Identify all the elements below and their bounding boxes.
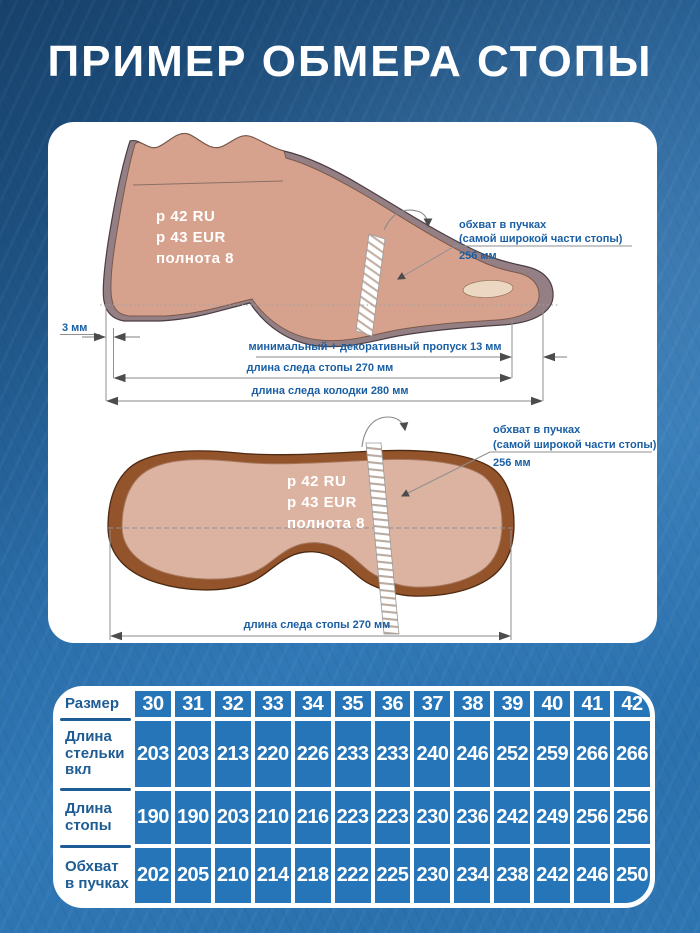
size-value: 32 — [214, 691, 251, 717]
size-value: 34 — [294, 691, 331, 717]
ball-girth-value: 202 — [135, 848, 171, 903]
sole-size-width: полнота 8 — [287, 515, 365, 532]
side-size-width: полнота 8 — [156, 250, 234, 267]
ball-girth-value: 238 — [494, 848, 531, 903]
foot-length-value: 223 — [334, 791, 371, 844]
sole-foot-trace-label: длина следа стопы 270 мм — [244, 619, 391, 631]
foot-length-value: 216 — [294, 791, 331, 844]
side-girth-label-2: (самой широкой части стопы) — [459, 233, 623, 245]
side-girth-leader — [396, 245, 456, 280]
size-value: 36 — [374, 691, 411, 717]
row-label-foot-length: Длина стопы — [58, 791, 131, 848]
foot-length-value: 210 — [254, 791, 291, 844]
insole-length-value: 203 — [135, 721, 171, 787]
insole-length-value: 220 — [254, 721, 291, 787]
sole-size-ru: р 42 RU — [287, 473, 346, 490]
size-value: 40 — [534, 691, 571, 717]
insole-length-value: 266 — [614, 721, 650, 787]
row-label-size: Размер — [58, 691, 131, 721]
size-value: 41 — [574, 691, 611, 717]
side-foot-trace-label: длина следа стопы 270 мм — [247, 362, 394, 374]
insole-length-value: 246 — [454, 721, 491, 787]
ball-girth-value: 246 — [574, 848, 611, 903]
measuring-band-side — [355, 233, 386, 337]
foot-length-value: 242 — [494, 791, 531, 844]
insole-length-value: 240 — [414, 721, 451, 787]
insole-length-value: 213 — [214, 721, 251, 787]
row-label-insole-length: Длина стельки вкл — [58, 721, 131, 791]
ball-girth-value: 205 — [174, 848, 211, 903]
sole-girth-label-2: (самой широкой части стопы) — [493, 439, 657, 451]
foot-length-value: 230 — [414, 791, 451, 844]
ball-girth-value: 225 — [374, 848, 411, 903]
row-label-ball-girth: Обхват в пучках — [58, 848, 131, 903]
sole-girth-label-1: обхват в пучках — [493, 424, 581, 436]
insole-length-value: 252 — [494, 721, 531, 787]
sole-size-eur: р 43 EUR — [287, 494, 357, 511]
ball-girth-value: 242 — [534, 848, 571, 903]
row-label-text: Длина стельки вкл — [65, 727, 125, 779]
foot-length-value: 256 — [614, 791, 650, 844]
ball-girth-value: 250 — [614, 848, 650, 903]
row-label-text: Обхват в пучках — [65, 857, 129, 892]
foot-side-shape — [110, 133, 540, 342]
insole-length-value: 226 — [294, 721, 331, 787]
size-value: 33 — [254, 691, 291, 717]
sole-girth-value: 256 мм — [493, 457, 531, 469]
row-label-text: Размер — [65, 694, 120, 712]
measuring-band-sole — [365, 442, 400, 635]
last-trace-label: длина следа колодки 280 мм — [252, 385, 409, 397]
size-value: 35 — [334, 691, 371, 717]
side-girth-label-1: обхват в пучках — [459, 219, 547, 231]
ball-girth-value: 210 — [214, 848, 251, 903]
insole-length-value: 233 — [334, 721, 371, 787]
insole-length-value: 266 — [574, 721, 611, 787]
size-value: 37 — [414, 691, 451, 717]
ball-girth-value: 214 — [254, 848, 291, 903]
insole-length-value: 259 — [534, 721, 571, 787]
size-value: 42 — [614, 691, 650, 717]
side-size-ru: р 42 RU — [156, 208, 215, 225]
size-value: 38 — [454, 691, 491, 717]
allowance-label: минимальный + декоративный пропуск 13 мм — [248, 341, 501, 353]
insole-length-value: 203 — [174, 721, 211, 787]
size-value: 39 — [494, 691, 531, 717]
side-size-eur: р 43 EUR — [156, 229, 226, 246]
size-table: Размер 30 31 32 33 34 35 36 37 38 39 40 … — [53, 686, 655, 908]
sole-girth-wrap-arrow — [361, 416, 409, 448]
size-value: 30 — [135, 691, 171, 717]
page-title: ПРИМЕР ОБМЕРА СТОПЫ — [47, 37, 653, 86]
foot-length-value: 203 — [214, 791, 251, 844]
ball-girth-value: 222 — [334, 848, 371, 903]
foot-length-value: 190 — [135, 791, 171, 844]
cuff-seam-line — [132, 180, 284, 186]
toe-nail — [462, 280, 514, 298]
sole-girth-leader — [400, 451, 491, 497]
ball-girth-value: 230 — [414, 848, 451, 903]
ball-girth-value: 218 — [294, 848, 331, 903]
insole-length-value: 233 — [374, 721, 411, 787]
girth-wrap-arrow — [383, 209, 433, 231]
size-value: 31 — [174, 691, 211, 717]
heel-gap-label: 3 мм — [62, 322, 87, 334]
foot-length-value: 249 — [534, 791, 571, 844]
ball-girth-value: 234 — [454, 848, 491, 903]
foot-length-value: 190 — [174, 791, 211, 844]
foot-length-value: 236 — [454, 791, 491, 844]
row-label-text: Длина стопы — [65, 799, 112, 834]
foot-length-value: 223 — [374, 791, 411, 844]
foot-length-value: 256 — [574, 791, 611, 844]
side-girth-value: 256 мм — [459, 250, 497, 262]
sole-view-diagram: р 42 RU р 43 EUR полнота 8 обхват в пучк… — [107, 416, 657, 641]
side-view-diagram: р 42 RU р 43 EUR полнота 8 обхват в пучк… — [60, 132, 632, 406]
